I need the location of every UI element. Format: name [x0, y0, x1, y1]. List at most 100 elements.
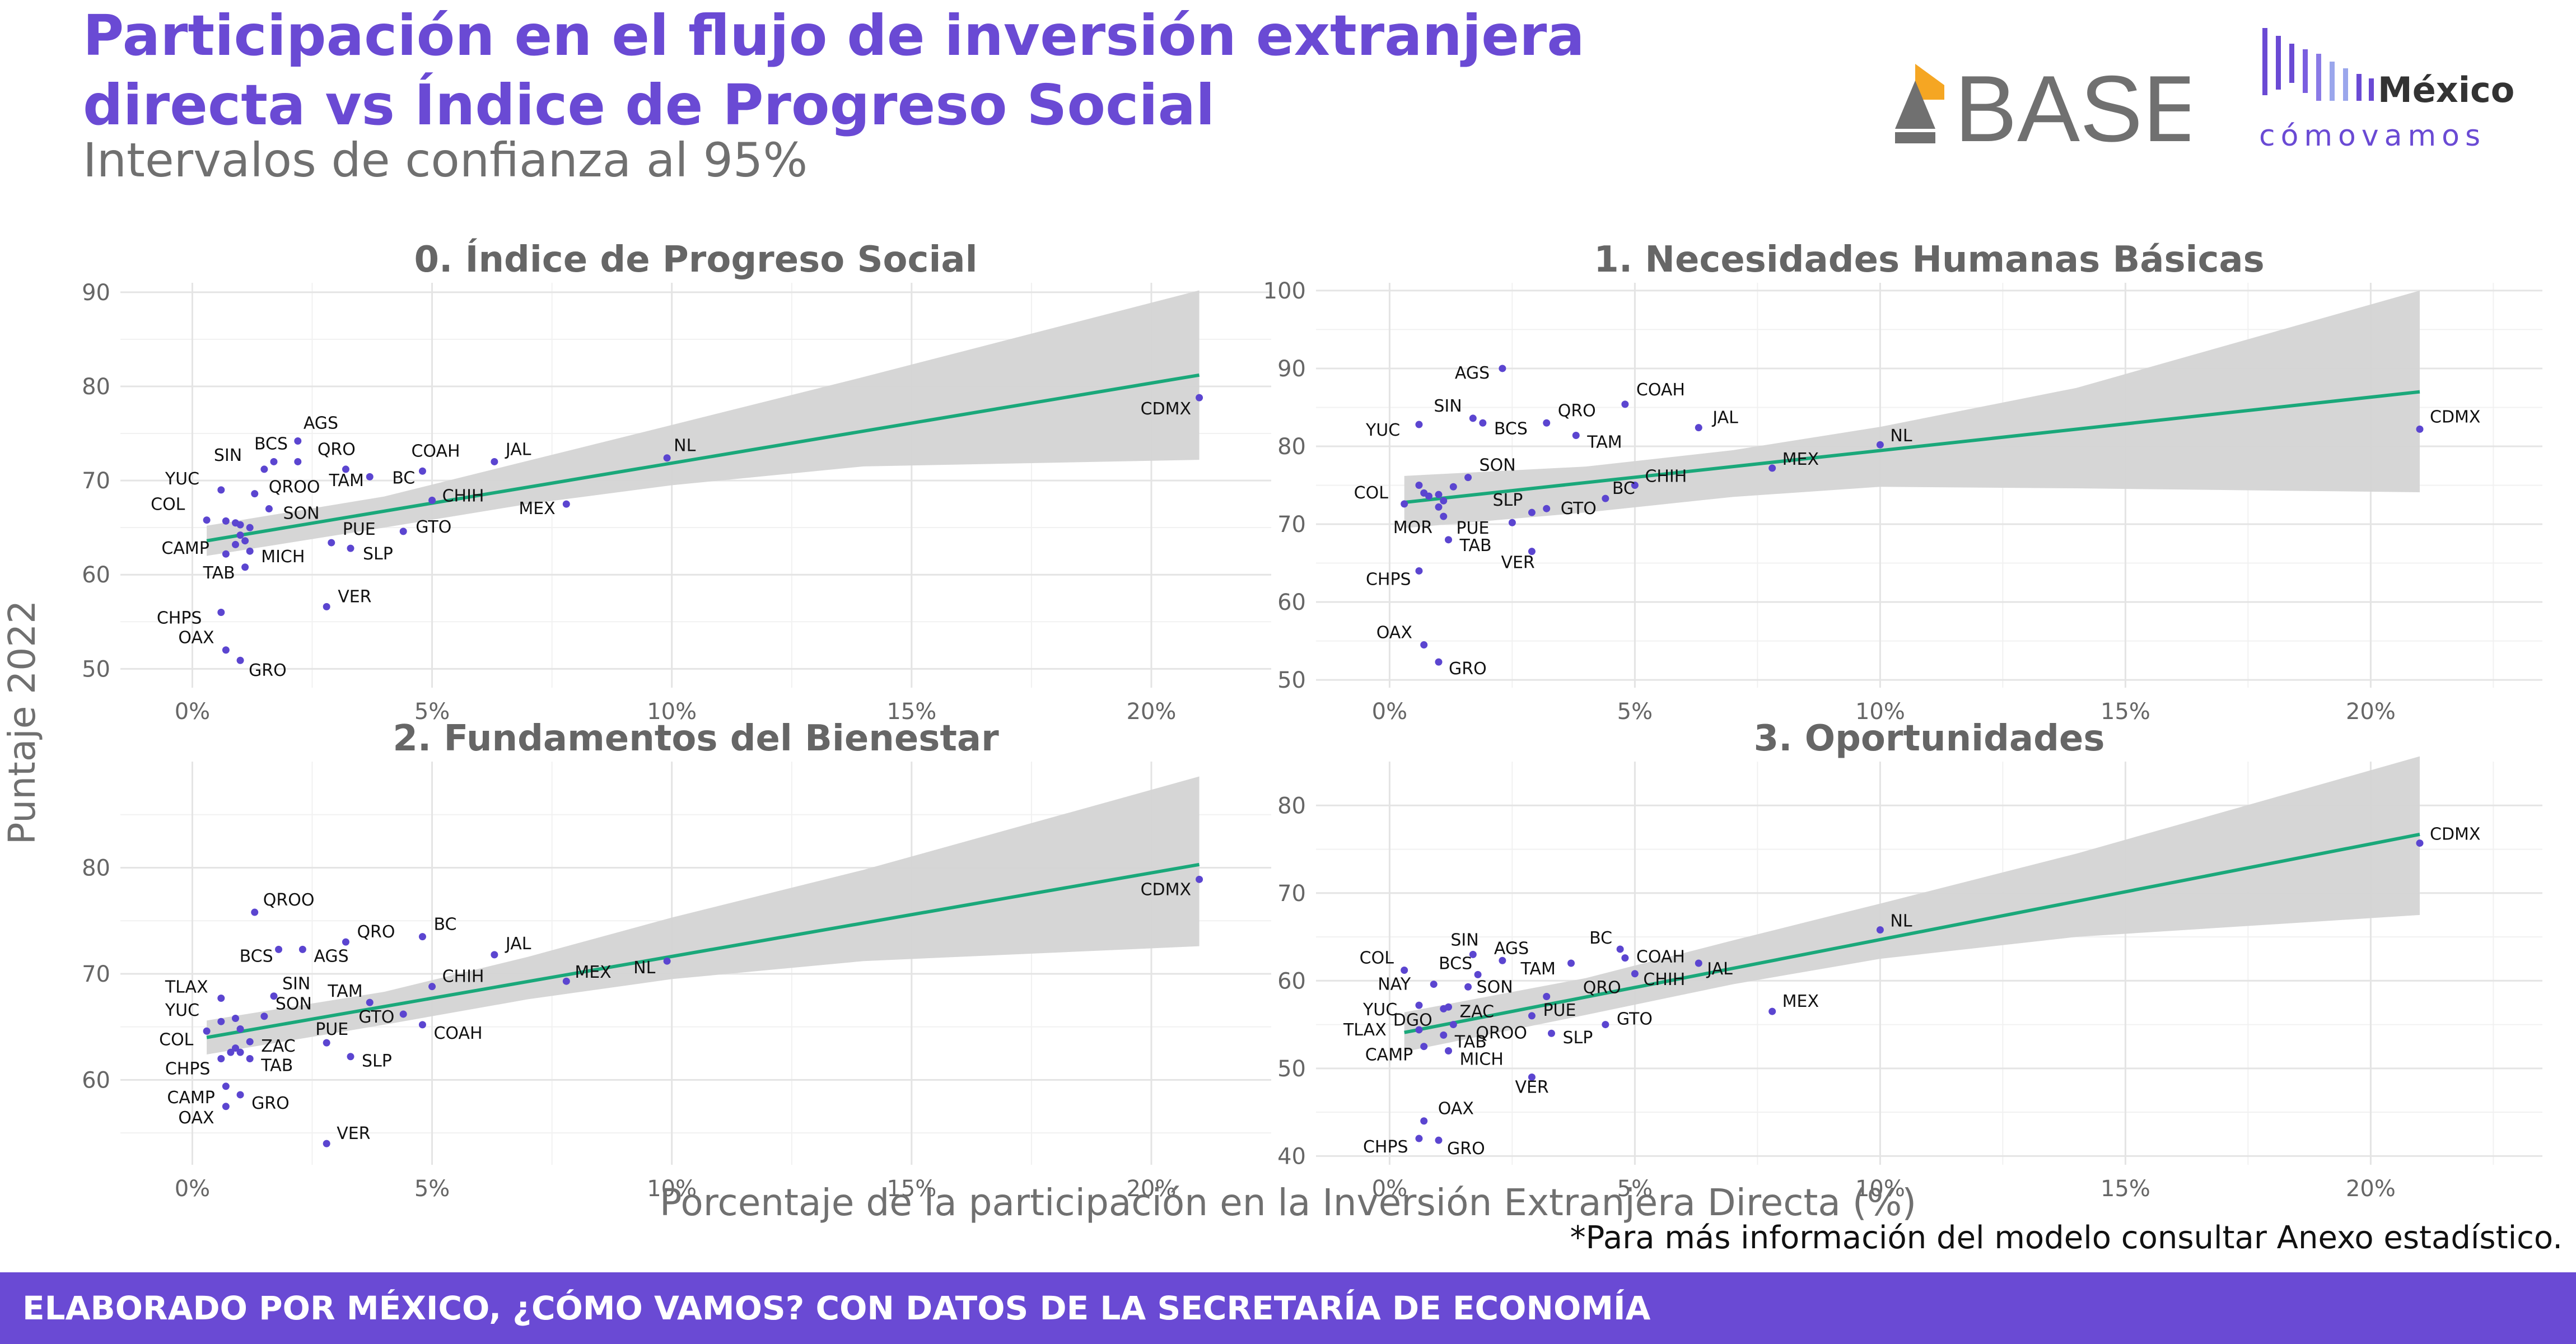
x-tick-label: 10%: [1855, 1176, 1905, 1202]
point-label: QROO: [269, 478, 320, 497]
data-point: [236, 656, 244, 664]
point-label: DGO: [1393, 1010, 1432, 1030]
data-point: [260, 465, 268, 473]
point-label: CDMX: [1141, 880, 1191, 899]
point-label: QRO: [357, 922, 395, 942]
x-tick-label: 15%: [2101, 1176, 2150, 1202]
data-point: [1435, 491, 1443, 498]
point-label: BCS: [1439, 954, 1472, 973]
base-logo-gray-bar: [1895, 132, 1935, 143]
point-label: VER: [338, 587, 371, 606]
point-label: TLAX: [165, 978, 208, 997]
point-label: COL: [151, 495, 185, 515]
x-axis-label: Porcentaje de la participación en la Inv…: [660, 1181, 1916, 1224]
data-point: [491, 458, 498, 465]
point-label: BCS: [240, 946, 273, 966]
data-point: [418, 1021, 426, 1029]
point-label: GRO: [251, 1094, 290, 1113]
data-point: [1401, 967, 1408, 974]
point-label: CHIH: [1645, 467, 1687, 487]
data-point: [399, 528, 407, 535]
data-point: [1631, 482, 1639, 489]
data-point: [1415, 1001, 1423, 1009]
x-tick-label: 20%: [2346, 699, 2396, 725]
data-point: [1420, 1043, 1428, 1051]
base-logo-orange-triangle: [1915, 64, 1944, 100]
regression-line: [206, 373, 1200, 543]
data-point: [418, 933, 426, 941]
data-point: [323, 1039, 330, 1047]
data-point: [1425, 492, 1432, 500]
data-point: [232, 1015, 239, 1023]
data-point: [323, 1140, 330, 1147]
chart-title: Participación en el flujo de inversión e…: [83, 1, 1707, 140]
point-label: COAH: [1636, 948, 1685, 967]
point-label: SIN: [282, 974, 310, 994]
logo-mexico-text: México: [2378, 69, 2514, 110]
data-point: [236, 521, 244, 529]
x-tick-label: 5%: [414, 699, 450, 725]
confidence-band: [1404, 756, 2420, 1052]
data-point: [222, 1103, 230, 1110]
point-label: BCS: [254, 434, 288, 454]
point-label: AGS: [1455, 363, 1490, 383]
point-label: TAB: [1459, 536, 1492, 556]
point-label: ZAC: [261, 1037, 296, 1056]
data-point: [1768, 464, 1776, 472]
data-point: [236, 1091, 244, 1099]
point-label: QROO: [1476, 1024, 1527, 1043]
point-label: TAB: [260, 1056, 293, 1076]
title-line-2: directa vs Índice de Progreso Social: [83, 72, 1215, 138]
data-point: [1196, 394, 1203, 402]
data-point: [366, 998, 374, 1006]
data-point: [260, 1012, 268, 1020]
data-point: [1621, 400, 1629, 408]
data-point: [1479, 419, 1487, 427]
point-label: SON: [1477, 977, 1513, 997]
point-label: ZAC: [1460, 1002, 1495, 1021]
point-label: COL: [159, 1030, 194, 1049]
data-point: [1695, 424, 1702, 432]
point-label: QRO: [1583, 978, 1621, 997]
point-label: SIN: [1434, 396, 1462, 416]
data-point: [246, 524, 254, 531]
point-label: NL: [1890, 426, 1912, 446]
x-tick-label: 0%: [1372, 1176, 1407, 1202]
data-point: [399, 1010, 407, 1018]
data-point: [1196, 875, 1203, 883]
y-tick-label: 90: [1277, 356, 1306, 382]
y-tick-label: 70: [82, 468, 110, 494]
data-point: [1631, 970, 1639, 978]
x-tick-label: 0%: [1372, 699, 1407, 725]
logo-comovamos-text: cómovamos: [2259, 119, 2486, 153]
y-tick-label: 50: [82, 656, 110, 682]
point-label: OAX: [1376, 623, 1412, 643]
data-point: [2416, 425, 2424, 433]
y-tick-label: 60: [1277, 968, 1306, 994]
point-label: COAH: [1636, 380, 1685, 400]
data-point: [217, 1055, 225, 1063]
point-label: BC: [392, 468, 415, 488]
point-label: BC: [433, 915, 456, 935]
data-point: [1464, 983, 1472, 991]
logo-bars-icon: [2262, 28, 2374, 101]
data-point: [328, 539, 335, 547]
x-tick-label: 10%: [1855, 699, 1905, 725]
x-tick-label: 20%: [1126, 699, 1176, 725]
y-tick-label: 60: [82, 1067, 110, 1093]
data-point: [222, 550, 230, 558]
data-point: [1567, 959, 1575, 967]
point-label: AGS: [304, 413, 338, 433]
data-point: [1435, 503, 1443, 511]
data-point: [270, 458, 278, 465]
y-tick-label: 50: [1277, 668, 1306, 693]
footer-source-text: ELABORADO POR MÉXICO, ¿CÓMO VAMOS? CON D…: [22, 1289, 1651, 1327]
data-point: [236, 531, 244, 539]
data-point: [1547, 1029, 1555, 1037]
point-label: GTO: [1561, 499, 1597, 519]
x-tick-label: 0%: [175, 699, 210, 725]
data-point: [1430, 981, 1438, 988]
base-logo-text: BASE: [1954, 56, 2190, 146]
base-logo: BASE: [1895, 56, 2190, 146]
